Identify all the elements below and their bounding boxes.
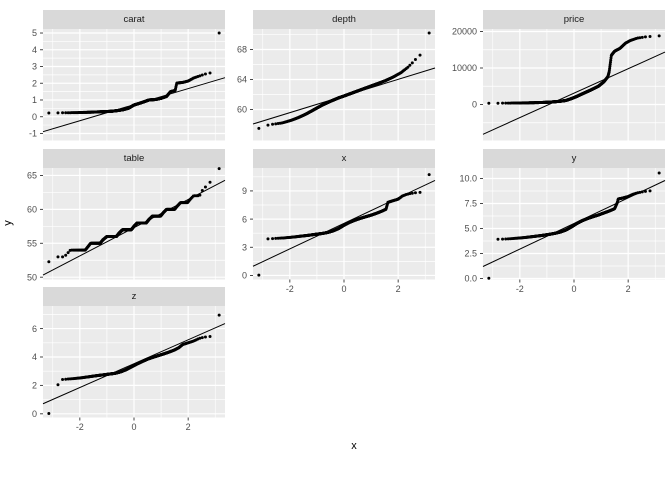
facet-strip-depth: depth [253,10,435,29]
svg-text:0: 0 [32,112,37,122]
svg-text:7.5: 7.5 [464,198,477,208]
svg-text:5: 5 [32,28,37,38]
svg-text:0.0: 0.0 [464,273,477,283]
svg-text:60: 60 [27,204,37,214]
svg-text:6: 6 [32,323,37,333]
facet-strip-label: z [131,290,137,302]
facet-strip-label: price [563,14,585,25]
svg-text:0: 0 [131,422,136,432]
svg-text:-2: -2 [286,284,294,294]
svg-text:4: 4 [32,352,37,362]
svg-text:-1: -1 [29,129,37,139]
svg-text:3: 3 [242,242,247,252]
facet-depth: depth 68 64 60 [237,10,436,141]
svg-text:2.5: 2.5 [464,248,477,258]
facet-panel-table: 65 60 55 50 [27,166,226,282]
svg-text:50: 50 [27,272,37,282]
svg-text:0: 0 [341,284,346,294]
svg-text:10.0: 10.0 [459,173,477,183]
svg-text:64: 64 [237,75,247,85]
svg-text:10000: 10000 [452,63,477,73]
facet-strip-y: y [483,148,665,168]
facet-panel-depth: 68 64 60 [237,29,436,141]
svg-text:68: 68 [237,45,247,55]
x-axis-title: x [351,440,357,452]
svg-text:0: 0 [571,284,576,294]
svg-text:5.0: 5.0 [464,223,477,233]
svg-text:4: 4 [32,45,37,55]
svg-text:2: 2 [32,380,37,390]
svg-text:2: 2 [32,78,37,88]
facet-x: x 9 6 3 0 -2 0 2 [242,148,436,294]
facet-table: table 65 60 55 50 [27,148,226,282]
svg-text:-2: -2 [76,422,84,432]
facet-strip-table: table [43,148,225,168]
svg-text:9: 9 [242,186,247,196]
facet-strip-label: table [123,152,145,164]
facet-panel-x: 9 6 3 0 -2 0 2 [242,167,436,294]
facet-y: y 10.0 7.5 5.0 2.5 0.0 -2 0 2 [459,148,666,294]
facet-price: price 20000 10000 0 [452,10,666,141]
svg-text:60: 60 [237,105,247,115]
facet-panel-price: 20000 10000 0 [452,27,666,141]
facet-strip-price: price [483,10,665,29]
facet-strip-carat: carat [43,10,225,29]
facet-strip-z: z [43,286,225,306]
svg-text:6: 6 [242,214,247,224]
svg-text:55: 55 [27,238,37,248]
svg-text:0: 0 [472,100,477,110]
facet-strip-label: depth [332,14,356,25]
svg-text:2: 2 [186,422,191,432]
svg-text:3: 3 [32,62,37,72]
facet-panel-y: 10.0 7.5 5.0 2.5 0.0 -2 0 2 [459,167,666,294]
svg-text:20000: 20000 [452,27,477,37]
facet-panel-carat: 5 4 3 2 1 0 -1 [29,28,226,141]
facet-panel-z: 6 4 2 0 -2 0 2 [32,305,226,432]
facet-strip-label: carat [123,14,145,25]
y-axis-title: y [1,220,14,226]
facet-z: z 6 4 2 0 -2 0 2 [32,286,226,432]
facet-strip-label: y [571,152,577,164]
svg-text:2: 2 [396,284,401,294]
svg-text:-2: -2 [516,284,524,294]
facet-strip-label: x [341,152,347,164]
facet-strip-x: x [253,148,435,168]
facet-carat: carat 5 4 3 2 1 0 -1 [29,10,226,141]
svg-text:0: 0 [242,270,247,280]
svg-text:65: 65 [27,170,37,180]
svg-text:0: 0 [32,409,37,419]
svg-text:1: 1 [32,95,37,105]
svg-text:2: 2 [626,284,631,294]
